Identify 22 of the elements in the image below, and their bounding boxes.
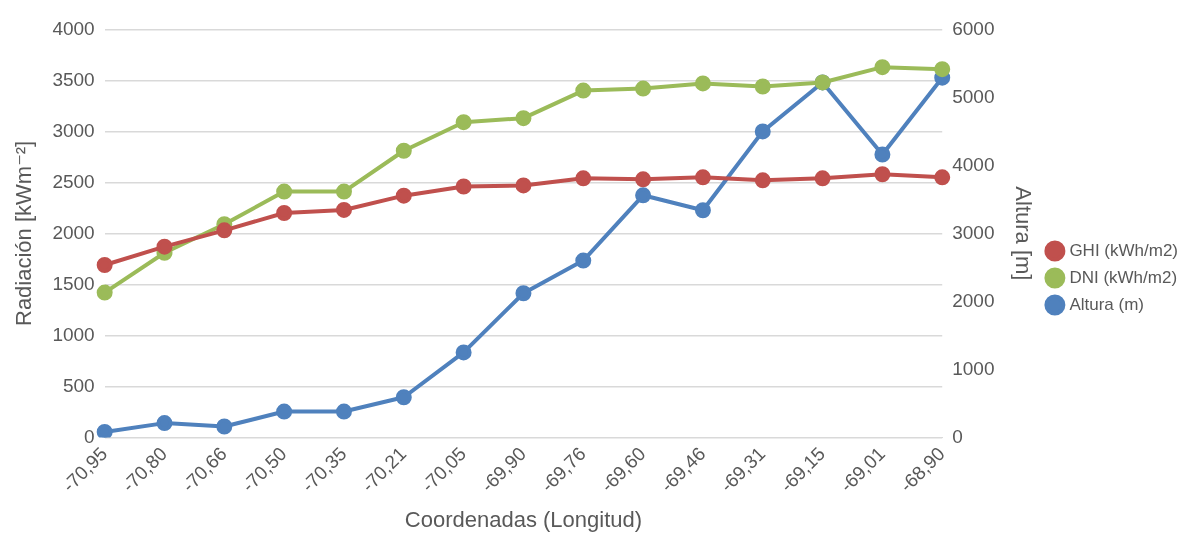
- y2-tick-label: 2000: [952, 289, 995, 311]
- y-tick-label: 4000: [52, 17, 95, 39]
- legend-label: GHI (kWh/m2): [1069, 240, 1178, 260]
- y-tick-label: 3000: [52, 119, 95, 141]
- y2-tick-label: 5000: [952, 85, 995, 107]
- y-tick-label: 500: [62, 374, 95, 396]
- y-tick-label: 1500: [52, 272, 95, 294]
- y2-tick-label: 1000: [952, 357, 995, 379]
- x-axis-title: Coordenadas (Longitud): [404, 506, 643, 532]
- y2-tick-label: 3000: [952, 221, 995, 243]
- y-tick-label: 2500: [52, 170, 95, 192]
- legend-label: DNI (kWh/m2): [1069, 267, 1178, 287]
- y2-tick-label: 4000: [952, 153, 995, 175]
- y-axis-title: Radiación [kWm⁻²]: [11, 140, 37, 326]
- legend-label: Altura (m): [1069, 294, 1145, 314]
- y-tick-label: 0: [84, 425, 95, 447]
- y2-tick-label: 6000: [952, 17, 995, 39]
- y-tick-label: 2000: [52, 221, 95, 243]
- y2-tick-label: 0: [952, 425, 963, 447]
- y-tick-label: 1000: [52, 323, 95, 345]
- y-tick-label: 3500: [52, 68, 95, 90]
- y2-axis-title: Altura [m]: [1010, 186, 1036, 281]
